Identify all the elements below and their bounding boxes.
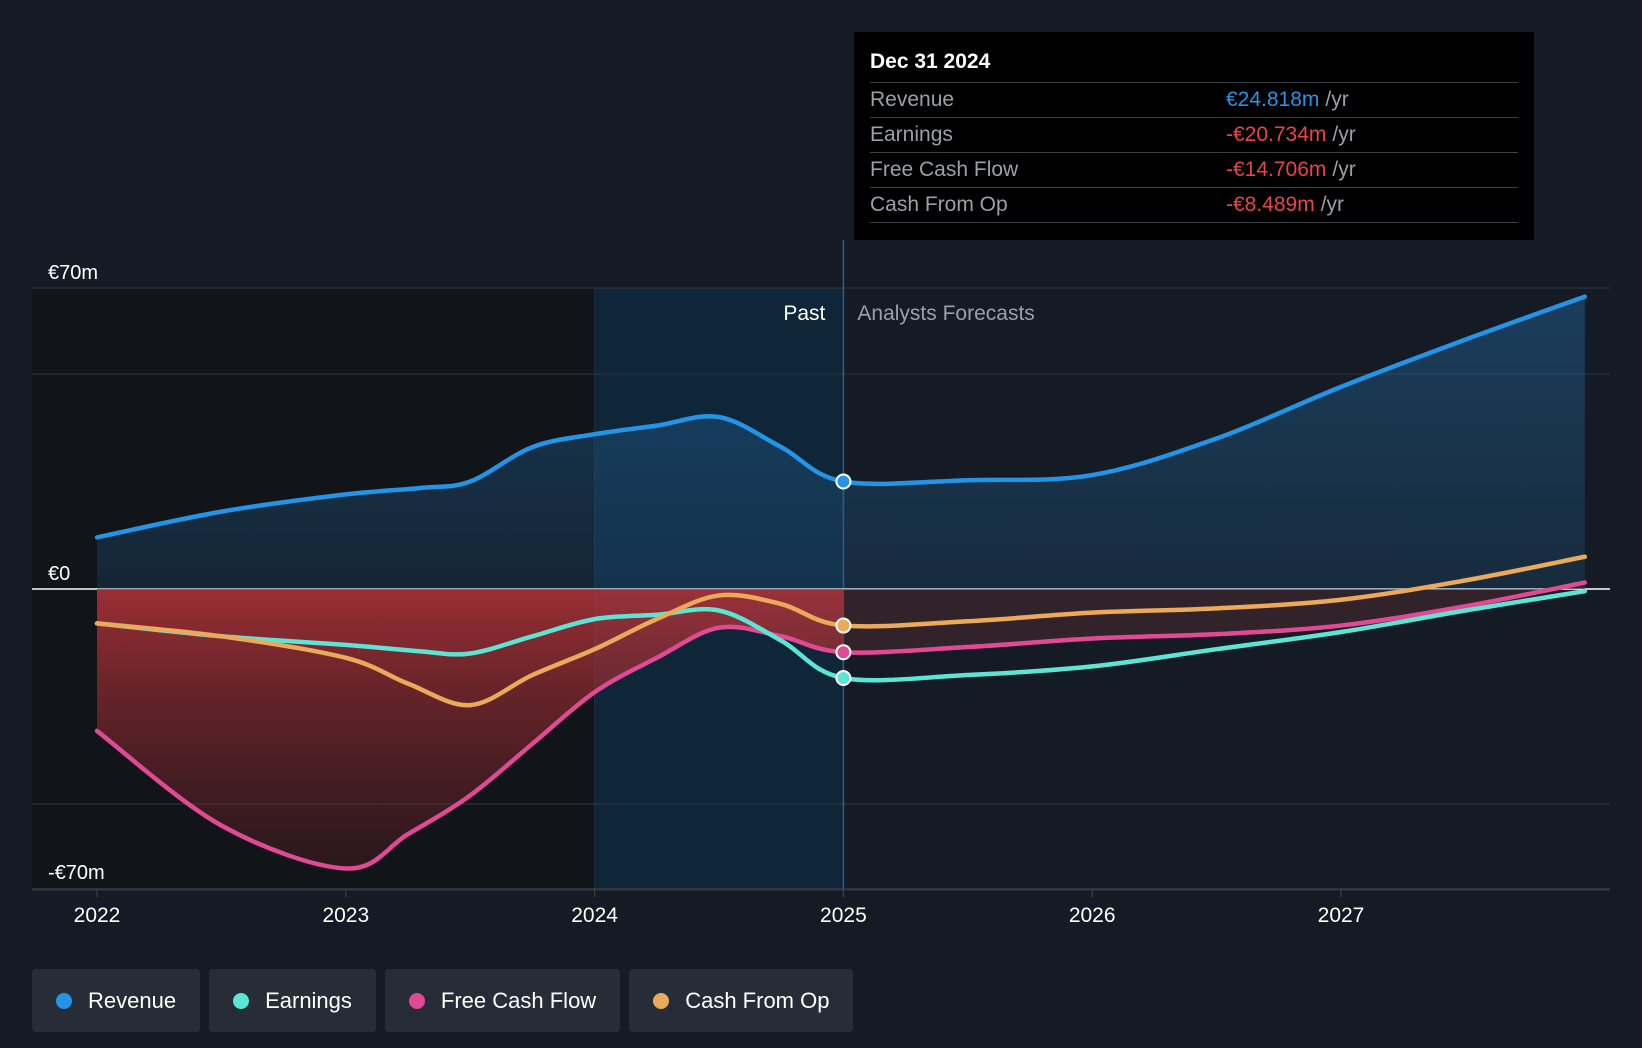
- y-tick-label: €70m: [48, 262, 98, 284]
- cash-from-op-line: [94, 554, 1588, 708]
- x-tick-label: 2025: [820, 904, 867, 927]
- tooltip-label: Revenue: [870, 88, 955, 111]
- legend-item-free-cash-flow[interactable]: Free Cash Flow: [384, 969, 621, 1032]
- earnings-line: [94, 588, 1588, 683]
- x-tick-label: 2027: [1318, 904, 1365, 927]
- tooltip-date: Dec 31 2024: [870, 50, 991, 73]
- tooltip-value: -€14.706m: [1226, 158, 1327, 181]
- tooltip-label: Free Cash Flow: [870, 158, 1019, 181]
- tooltip-value: €24.818m: [1226, 88, 1320, 111]
- legend-label: Free Cash Flow: [440, 987, 597, 1013]
- negative-area-past: [97, 589, 844, 869]
- past-label: Past: [783, 302, 825, 325]
- tooltip-unit: /yr: [1320, 193, 1345, 216]
- legend-dot-icon: [56, 992, 72, 1009]
- revenue-line: [94, 294, 1588, 540]
- x-tick-label: 2022: [74, 904, 121, 927]
- legend-item-earnings[interactable]: Earnings: [209, 969, 376, 1032]
- y-tick-label: -€70m: [48, 862, 105, 884]
- x-tick-label: 2023: [322, 904, 369, 927]
- revenue-area: [97, 296, 1585, 589]
- legend-label: Cash From Op: [685, 987, 830, 1013]
- revenue-marker: [835, 473, 852, 490]
- tooltip-unit: /yr: [1325, 88, 1349, 111]
- tooltip-row-cash-from-op: Cash From Op -€8.489m/yr: [870, 187, 1518, 223]
- tooltip-unit: /yr: [1332, 158, 1356, 181]
- x-tick-label: 2024: [571, 904, 618, 927]
- tooltip-label: Earnings: [870, 123, 953, 146]
- earnings-marker: [835, 670, 852, 687]
- legend-item-revenue[interactable]: Revenue: [32, 969, 201, 1032]
- tooltip-row-earnings: Earnings -€20.734m/yr: [870, 117, 1518, 152]
- legend-item-cash-from-op[interactable]: Cash From Op: [629, 969, 854, 1032]
- negative-area-forecast: [843, 582, 1585, 653]
- legend-label: Revenue: [88, 987, 177, 1013]
- cash-from-op-marker: [835, 617, 852, 634]
- tooltip-label: Cash From Op: [870, 193, 1008, 216]
- legend-dot-icon: [408, 992, 425, 1009]
- legend-dot-icon: [653, 992, 670, 1009]
- tooltip: Dec 31 2024 Revenue €24.818m/yr Earnings…: [854, 32, 1534, 240]
- tooltip-value: -€8.489m: [1226, 193, 1315, 216]
- forecast-label: Analysts Forecasts: [857, 302, 1034, 325]
- legend-dot-icon: [233, 992, 250, 1009]
- y-tick-label: €0: [48, 563, 70, 585]
- tooltip-row-free-cash-flow: Free Cash Flow -€14.706m/yr: [870, 152, 1518, 187]
- free-cash-flow-line: [94, 580, 1588, 871]
- legend: Revenue Earnings Free Cash Flow Cash Fro…: [32, 969, 854, 1032]
- free-cash-flow-marker: [835, 644, 852, 661]
- tooltip-row-revenue: Revenue €24.818m/yr: [870, 82, 1518, 117]
- legend-label: Earnings: [265, 987, 352, 1013]
- tooltip-value: -€20.734m: [1226, 123, 1327, 146]
- x-tick-label: 2026: [1069, 904, 1116, 927]
- tooltip-unit: /yr: [1332, 123, 1356, 146]
